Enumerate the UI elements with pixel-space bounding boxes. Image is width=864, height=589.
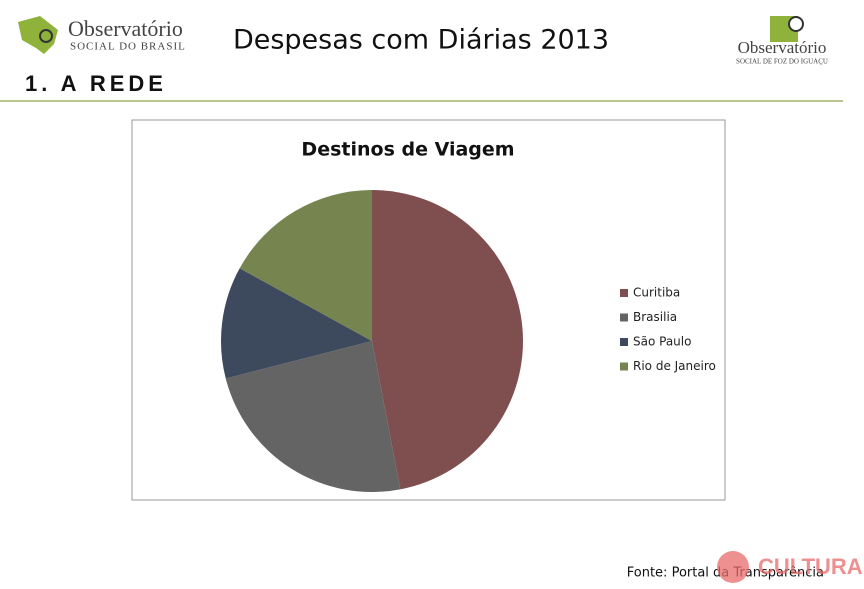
- slide-title: Despesas com Diárias 2013: [233, 25, 609, 56]
- logo-right-lens: [788, 16, 804, 32]
- logo-right-subtitle: SOCIAL DE FOZ DO IGUAÇU: [736, 58, 828, 66]
- plot: Curitiba Brasilia São Paulo Rio de Janeiro: [221, 190, 716, 492]
- logo-right-name: Observatório: [738, 38, 827, 57]
- legend-label: São Paulo: [633, 335, 691, 349]
- logo-lens: [39, 29, 53, 43]
- pie-slice: [221, 268, 372, 379]
- logo-name: Observatório: [68, 16, 183, 41]
- pie-slice: [225, 341, 401, 492]
- legend-swatch: [620, 289, 628, 297]
- legend-label: Curitiba: [633, 286, 680, 300]
- logo-subtitle: SOCIAL DO BRASIL: [70, 41, 186, 53]
- legend-label: Rio de Janeiro: [633, 359, 716, 373]
- watermark-icon: [717, 551, 749, 583]
- section-title: 1. A REDE: [25, 71, 167, 96]
- logo-map: [18, 16, 58, 54]
- pie-slice: [372, 190, 523, 490]
- legend-swatch: [620, 338, 628, 346]
- legend-swatch: [620, 313, 628, 322]
- watermark: CULTURA: [758, 554, 863, 579]
- legend-swatch: [620, 362, 628, 371]
- legend-label: Brasilia: [633, 310, 677, 324]
- chart-title: Destinos de Viagem: [301, 139, 514, 161]
- pie-slice: [239, 190, 372, 341]
